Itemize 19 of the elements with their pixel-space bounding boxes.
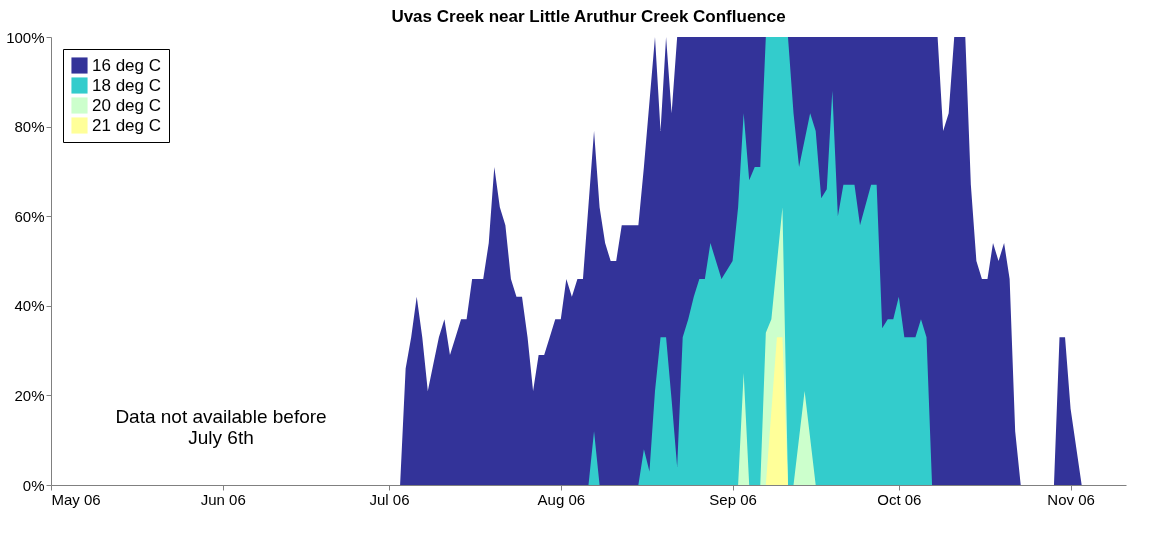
x-tick-label: Oct 06 [877,490,922,508]
chart-title: Uvas Creek near Little Aruthur Creek Confluence [391,7,786,26]
legend-label: 20 deg C [92,95,161,115]
legend-label: 21 deg C [92,115,161,135]
y-tick-label: 0% [22,476,45,494]
y-tick-label: 40% [14,297,45,315]
legend-label: 16 deg C [92,55,161,75]
x-tick-label: Sep 06 [709,490,757,508]
y-tick-label: 20% [14,386,45,404]
y-tick-label: 60% [14,207,45,225]
x-tick-label: Jun 06 [200,490,246,508]
annotation: Data not available before July 6th [115,406,327,448]
x-tick-label: May 06 [51,490,101,508]
x-tick-label: Jul 06 [369,490,410,508]
legend-label: 18 deg C [92,75,161,95]
y-tick-label: 100% [6,28,45,46]
x-tick-label: Nov 06 [1047,490,1095,508]
y-tick-label: 80% [14,118,45,136]
x-tick-label: Aug 06 [537,490,586,508]
